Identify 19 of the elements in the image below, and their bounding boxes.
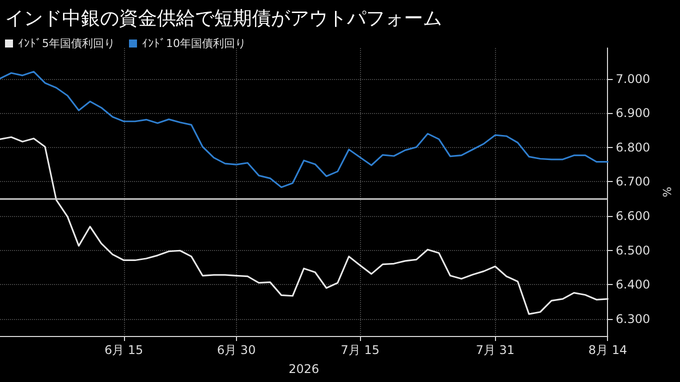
y-tick-label: 6.800 [616,140,650,154]
x-tick-label: 6月 15 [104,343,144,357]
chart-title: インド中銀の資金供給で短期債がアウトパフォーム [5,8,442,30]
line-series [0,70,609,188]
y-tick-label: 6.900 [616,106,650,120]
y-tick-label: 6.600 [616,209,650,223]
y-tick-label: 6.500 [616,243,650,258]
x-axis-title: 2026 [288,362,320,376]
x-tick-label: 7月 15 [340,343,380,357]
y-axis-title: % [660,186,673,198]
legend-label: ｲﾝﾄﾞ5年国債利回り [18,37,115,50]
legend-label: ｲﾝﾄﾞ10年国債利回り [142,37,246,50]
x-tick-label: 8月 14 [588,343,628,357]
y-tick-label: 7.000 [616,72,650,86]
y-tick-label: 6.700 [616,174,650,189]
y-tick-label: 6.400 [616,278,650,292]
y-tick-label: 6.300 [616,312,650,326]
x-tick-label: 6月 30 [216,343,256,357]
x-tick-label: 7月 31 [476,343,515,357]
